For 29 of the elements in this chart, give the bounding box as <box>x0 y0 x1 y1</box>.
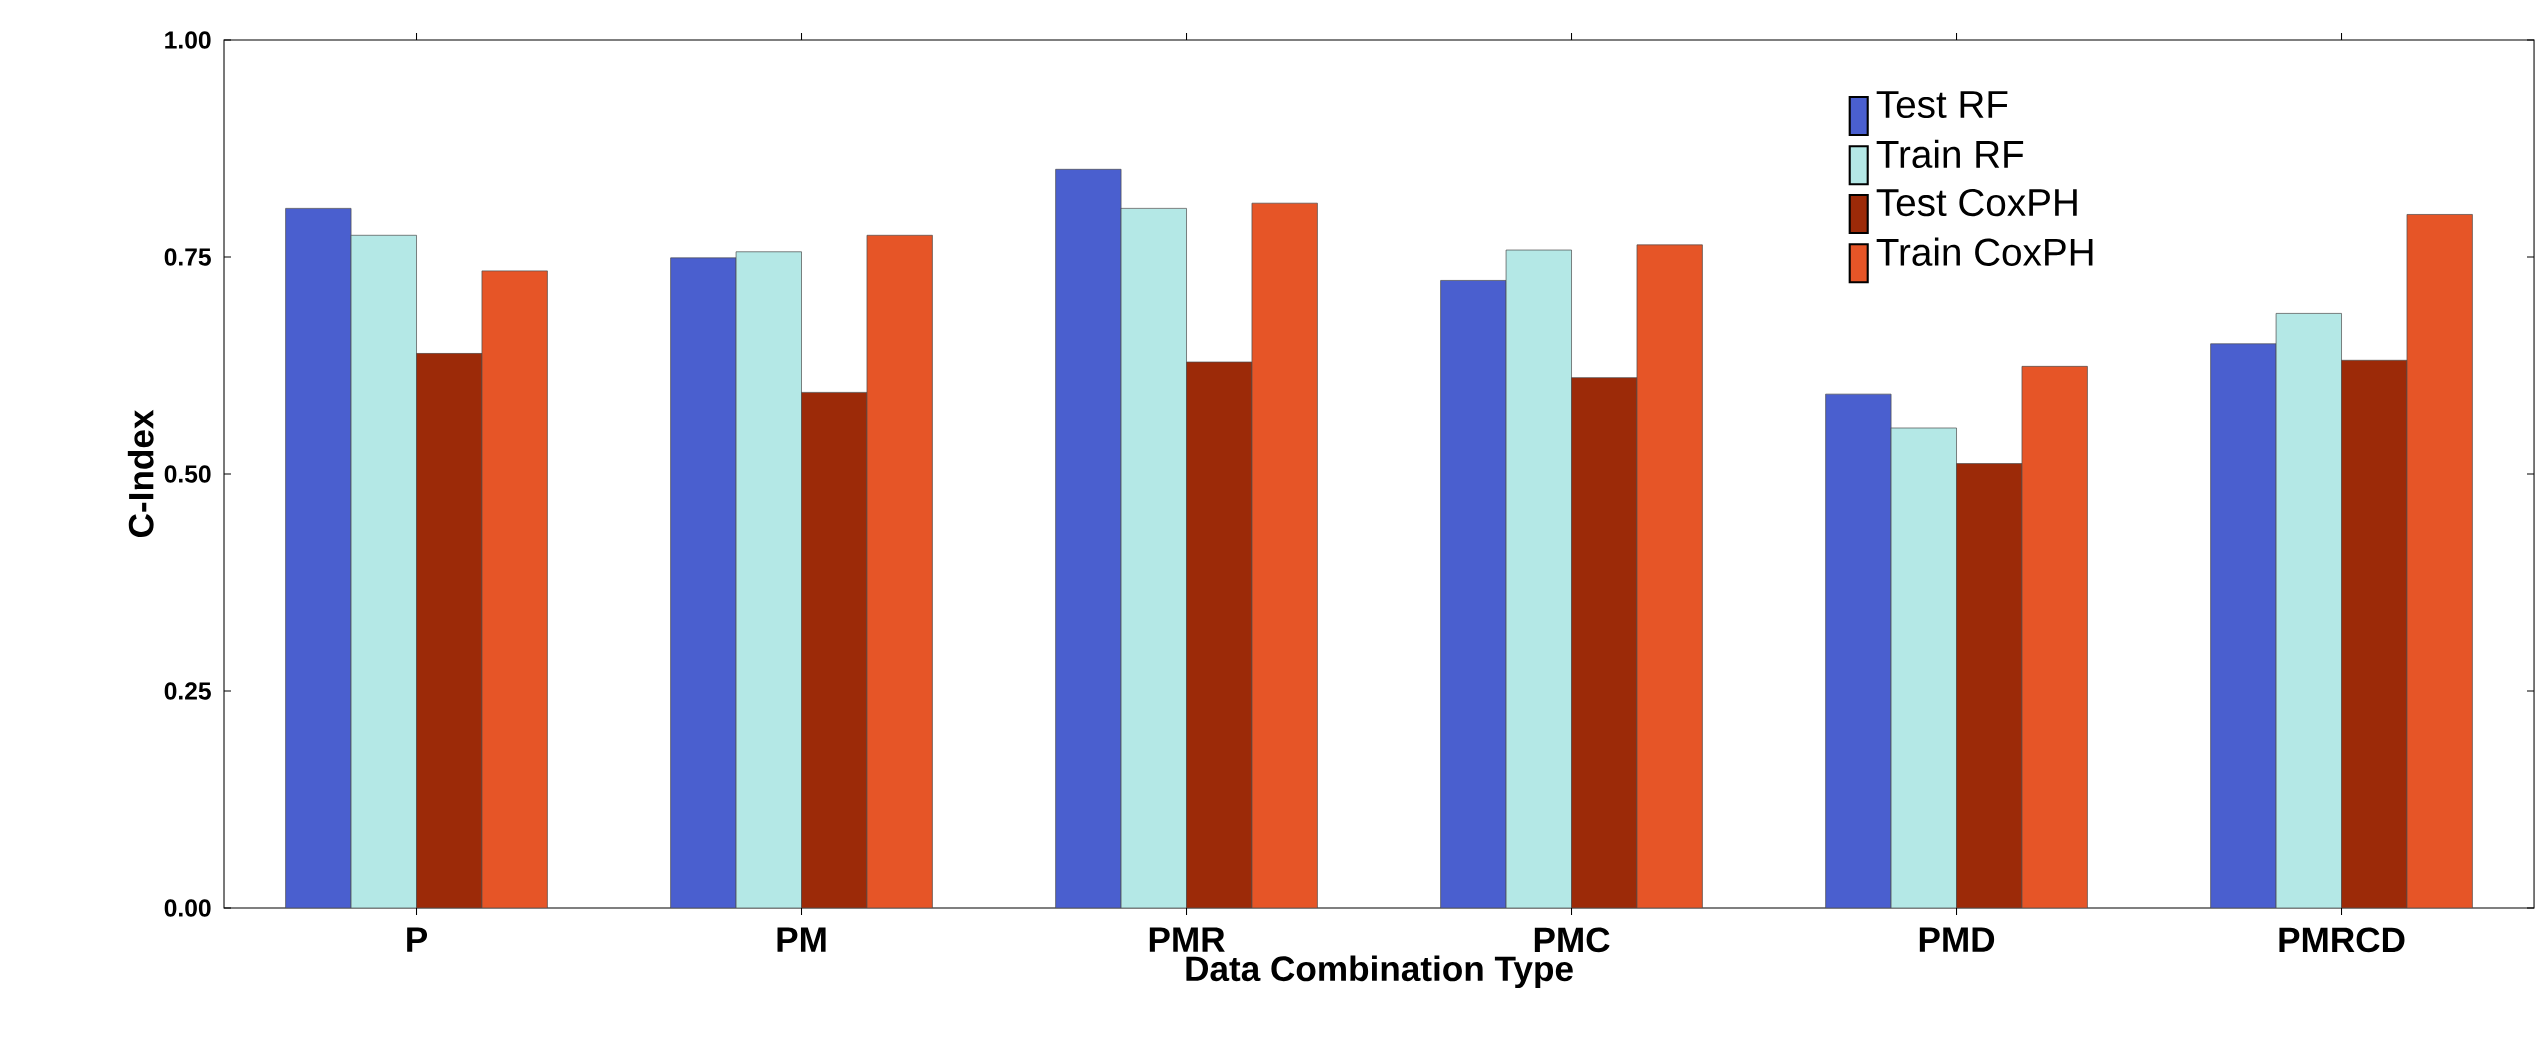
x-axis-title: Data Combination Type <box>1186 955 1573 989</box>
y-tick-label: 1.00 <box>165 31 211 49</box>
bar <box>1120 208 1187 908</box>
x-tick-label: P <box>407 927 428 952</box>
bar <box>1956 463 2023 908</box>
bar <box>416 352 483 908</box>
bar <box>801 392 868 908</box>
legend-label: Test CoxPH <box>1876 188 2077 217</box>
bar <box>1571 377 1638 908</box>
bar <box>1890 427 1957 908</box>
bar <box>1505 249 1572 908</box>
x-tick-label: PMRCD <box>2279 927 2405 953</box>
bar <box>1186 361 1253 908</box>
bar <box>735 251 802 908</box>
y-tick-label: 0.50 <box>164 465 211 483</box>
y-tick-label: 0.75 <box>164 248 211 266</box>
x-tick-label: PMD <box>1919 927 1995 952</box>
bar <box>2275 313 2342 908</box>
y-axis-title: C-Index <box>127 409 154 537</box>
legend-label: Test RF <box>1876 91 2008 119</box>
x-tick-label: PM <box>777 927 826 952</box>
legend-label: Train RF <box>1876 139 2024 169</box>
y-tick-label: 0.25 <box>164 682 211 700</box>
x-tick-label: PMR <box>1149 927 1225 952</box>
x-tick-label: PMC <box>1534 927 1610 953</box>
bar <box>2341 359 2408 908</box>
legend-label: Train CoxPH <box>1876 237 2093 266</box>
y-tick-label: 0.00 <box>164 899 211 917</box>
bar <box>350 234 417 908</box>
